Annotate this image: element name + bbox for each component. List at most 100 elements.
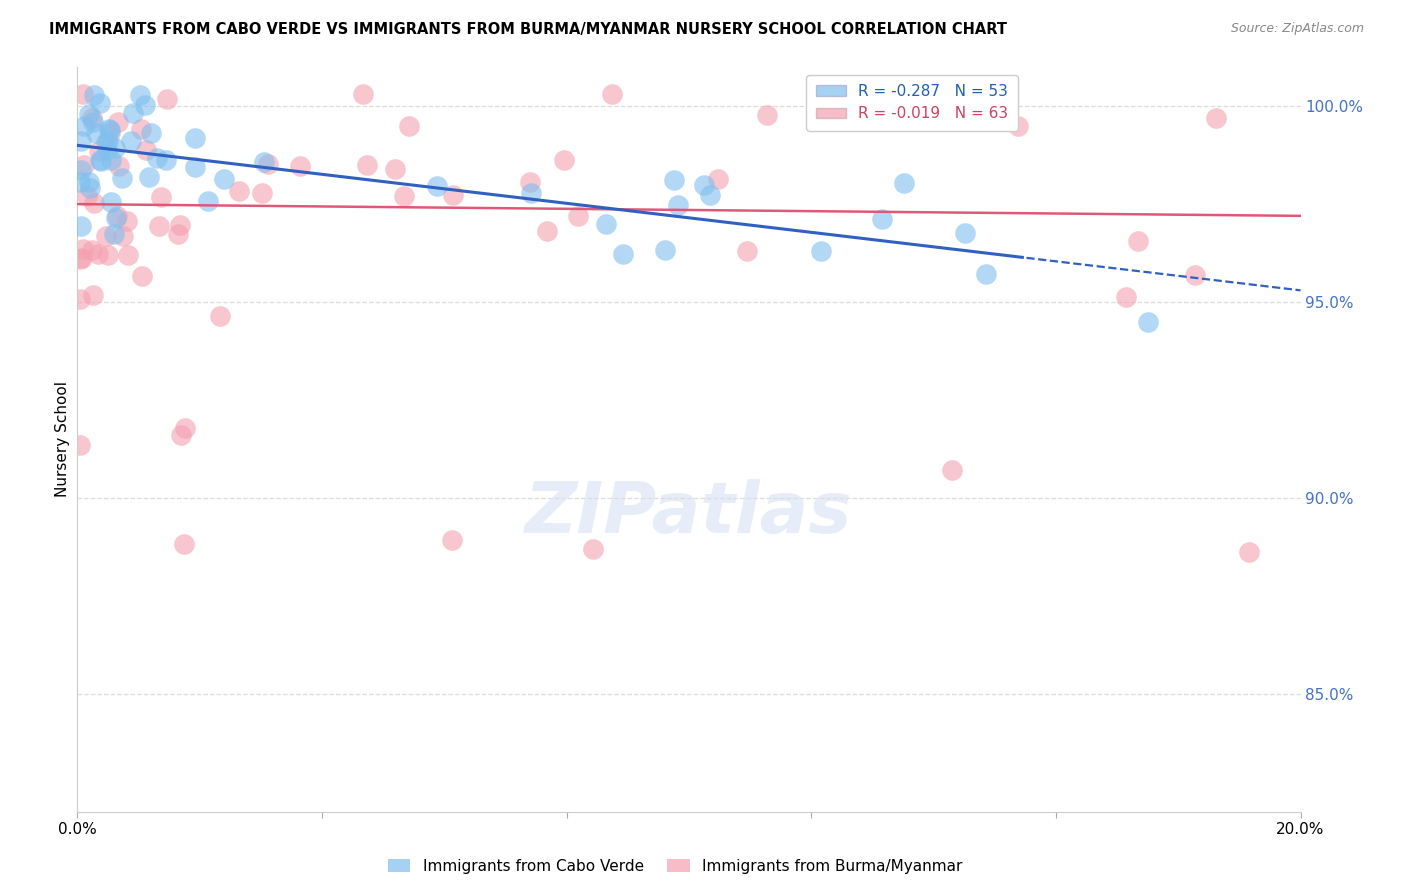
Point bbox=[654, 243, 676, 257]
Point bbox=[735, 244, 758, 258]
Point bbox=[148, 219, 170, 234]
Point bbox=[893, 176, 915, 190]
Point bbox=[69, 162, 91, 177]
Point bbox=[72, 87, 94, 102]
Point bbox=[72, 242, 94, 256]
Point bbox=[82, 288, 104, 302]
Point bbox=[108, 159, 131, 173]
Point bbox=[77, 175, 100, 189]
Point bbox=[1007, 120, 1029, 134]
Point bbox=[1136, 315, 1159, 329]
Point bbox=[83, 195, 105, 210]
Point bbox=[1115, 290, 1137, 304]
Point bbox=[129, 121, 152, 136]
Point bbox=[169, 219, 191, 233]
Point bbox=[98, 123, 121, 137]
Point bbox=[250, 186, 273, 201]
Point bbox=[150, 190, 173, 204]
Point bbox=[73, 120, 96, 134]
Point bbox=[100, 194, 122, 209]
Point bbox=[134, 98, 156, 112]
Point bbox=[859, 95, 882, 110]
Point bbox=[80, 243, 103, 257]
Point bbox=[117, 248, 139, 262]
Point bbox=[953, 226, 976, 240]
Point bbox=[103, 227, 125, 241]
Point bbox=[666, 197, 689, 211]
Point bbox=[97, 247, 120, 261]
Point bbox=[120, 134, 142, 148]
Point bbox=[135, 143, 157, 157]
Point bbox=[870, 211, 893, 226]
Point bbox=[384, 162, 406, 177]
Point bbox=[138, 169, 160, 184]
Point bbox=[707, 171, 730, 186]
Point bbox=[156, 92, 179, 106]
Point bbox=[519, 176, 541, 190]
Point bbox=[98, 126, 121, 140]
Point bbox=[253, 155, 276, 169]
Point bbox=[170, 428, 193, 442]
Point bbox=[97, 134, 120, 148]
Point bbox=[256, 157, 278, 171]
Point bbox=[131, 269, 153, 284]
Point bbox=[1184, 268, 1206, 283]
Point bbox=[69, 252, 91, 267]
Point bbox=[612, 246, 634, 260]
Point bbox=[755, 108, 778, 122]
Point bbox=[290, 160, 312, 174]
Point bbox=[141, 126, 163, 140]
Point bbox=[941, 462, 963, 476]
Point bbox=[83, 87, 105, 102]
Point bbox=[155, 153, 177, 167]
Point bbox=[228, 184, 250, 198]
Point bbox=[89, 95, 111, 110]
Point bbox=[87, 247, 110, 261]
Point bbox=[72, 158, 94, 172]
Point bbox=[197, 194, 219, 209]
Point bbox=[174, 421, 197, 435]
Point bbox=[105, 211, 128, 225]
Point bbox=[536, 224, 558, 238]
Point bbox=[111, 228, 134, 243]
Legend: R = -0.287   N = 53, R = -0.019   N = 63: R = -0.287 N = 53, R = -0.019 N = 63 bbox=[807, 75, 1018, 130]
Point bbox=[426, 179, 449, 194]
Point bbox=[84, 126, 107, 140]
Point bbox=[167, 227, 190, 241]
Point bbox=[1205, 112, 1227, 126]
Point bbox=[107, 115, 129, 129]
Point bbox=[89, 153, 111, 167]
Point bbox=[70, 219, 93, 233]
Point bbox=[105, 209, 128, 223]
Point bbox=[356, 158, 378, 172]
Text: ZIPatlas: ZIPatlas bbox=[526, 479, 852, 549]
Point bbox=[98, 122, 121, 136]
Point bbox=[173, 537, 195, 551]
Point bbox=[520, 186, 543, 200]
Point bbox=[115, 214, 138, 228]
Point bbox=[69, 437, 91, 451]
Point bbox=[392, 189, 415, 203]
Point bbox=[80, 112, 103, 126]
Point bbox=[352, 87, 374, 102]
Point bbox=[69, 292, 91, 306]
Point bbox=[122, 106, 145, 120]
Point bbox=[567, 209, 589, 223]
Point bbox=[77, 107, 100, 121]
Point bbox=[693, 178, 716, 192]
Point bbox=[974, 267, 997, 281]
Point bbox=[183, 131, 205, 145]
Point bbox=[440, 533, 463, 548]
Point bbox=[96, 229, 118, 244]
Point bbox=[553, 153, 575, 167]
Point bbox=[96, 143, 118, 157]
Point bbox=[398, 119, 420, 133]
Point bbox=[1126, 234, 1149, 248]
Point bbox=[104, 140, 127, 154]
Point bbox=[111, 170, 134, 185]
Point bbox=[595, 217, 617, 231]
Point bbox=[90, 153, 112, 168]
Point bbox=[209, 309, 232, 323]
Point bbox=[699, 188, 721, 202]
Point bbox=[94, 135, 117, 149]
